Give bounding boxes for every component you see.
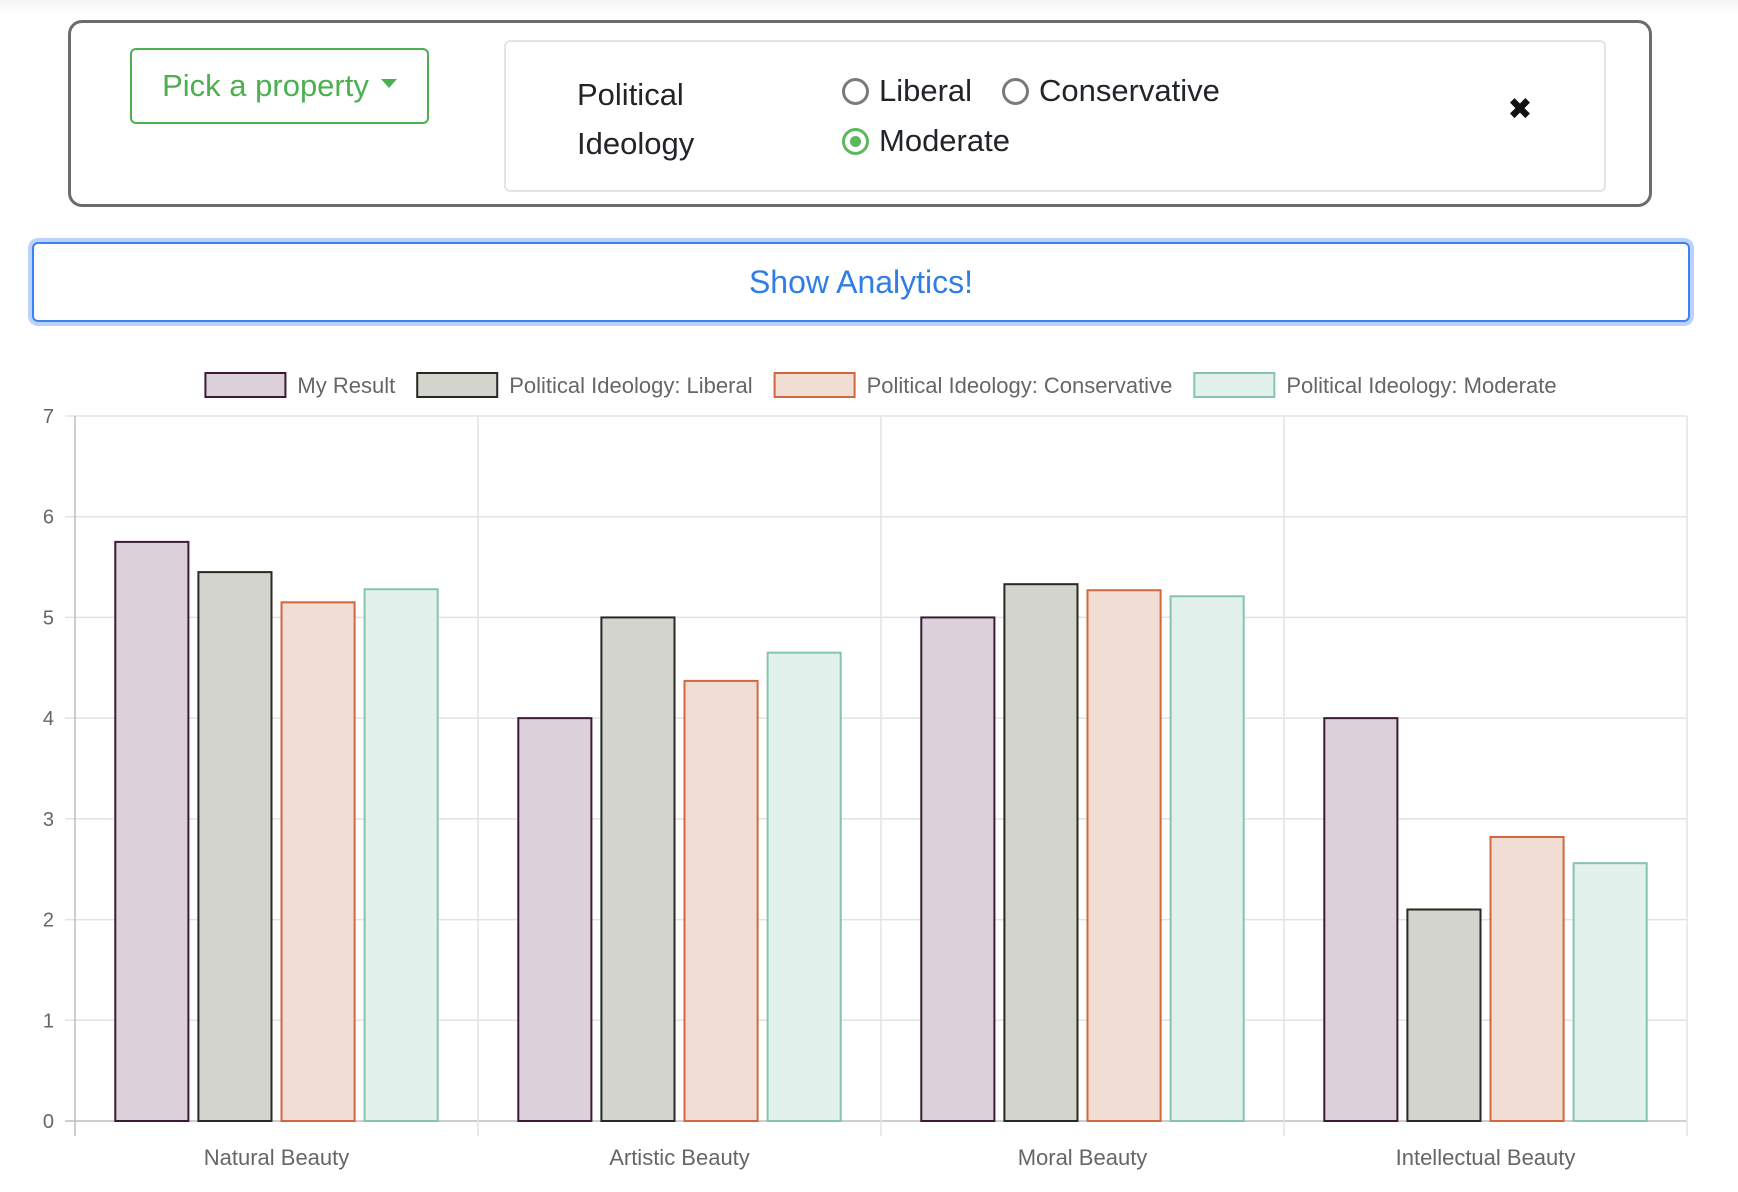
x-tick-label: Moral Beauty xyxy=(1018,1145,1148,1170)
y-tick-label: 3 xyxy=(43,809,54,831)
bar xyxy=(766,651,842,1122)
show-analytics-button[interactable]: Show Analytics! xyxy=(32,242,1690,322)
bar xyxy=(280,601,356,1123)
bar xyxy=(1086,589,1162,1122)
y-tick-label: 4 xyxy=(43,708,54,730)
x-tick-label: Natural Beauty xyxy=(204,1145,350,1170)
legend-swatch xyxy=(204,372,287,398)
radio-liberal-label: Liberal xyxy=(879,73,973,108)
bar xyxy=(517,717,593,1122)
x-tick-label: Intellectual Beauty xyxy=(1396,1145,1576,1170)
close-icon[interactable]: ✖ xyxy=(1507,93,1533,126)
pick-property-label: Pick a property xyxy=(162,68,369,103)
legend-label: My Result xyxy=(297,373,395,398)
legend-label: Political Ideology: Conservative xyxy=(867,373,1173,398)
property-label: Political Ideology xyxy=(577,77,695,161)
radio-moderate[interactable]: Moderate xyxy=(842,123,1010,159)
bar xyxy=(1572,862,1648,1122)
chart-svg: 0 1 2 3 4 5 6 7 Natural Beauty Artistic Beauty Mor… xyxy=(43,372,1688,1170)
radio-circle-icon[interactable] xyxy=(842,77,869,105)
bar xyxy=(363,588,439,1122)
legend-swatch xyxy=(416,372,499,398)
radio-liberal[interactable]: Liberal xyxy=(842,73,972,109)
legend-swatch xyxy=(773,372,856,398)
radio-conservative[interactable]: Conservative xyxy=(1002,73,1220,109)
bar xyxy=(1169,595,1245,1122)
y-tick-label: 7 xyxy=(43,406,54,428)
legend-swatch xyxy=(1193,372,1276,398)
radio-checked-icon[interactable] xyxy=(842,127,869,155)
bar xyxy=(1323,717,1399,1122)
pick-property-dropdown[interactable]: Pick a property xyxy=(130,48,429,124)
y-tick-label: 5 xyxy=(43,607,54,629)
bar xyxy=(114,540,190,1122)
bar-chart: 0 1 2 3 4 5 6 7 Natural Beauty Artistic Beauty Mor… xyxy=(0,355,1738,1192)
legend-label: Political Ideology: Liberal xyxy=(509,373,752,398)
property-card xyxy=(504,40,1606,192)
bar xyxy=(1406,908,1482,1122)
bar xyxy=(683,679,759,1122)
radio-circle-icon[interactable] xyxy=(1002,77,1029,105)
y-tick-label: 6 xyxy=(43,507,54,529)
bar xyxy=(1489,835,1565,1122)
legend-label: Political Ideology: Moderate xyxy=(1286,373,1556,398)
radio-conservative-label: Conservative xyxy=(1039,73,1220,108)
x-tick-label: Artistic Beauty xyxy=(609,1145,750,1170)
top-shade xyxy=(0,0,1738,14)
y-tick-label: 2 xyxy=(43,910,54,932)
radio-moderate-label: Moderate xyxy=(879,123,1010,158)
bar xyxy=(600,616,676,1122)
bar xyxy=(197,571,273,1123)
y-tick-label: 1 xyxy=(43,1010,54,1032)
bar xyxy=(1003,583,1079,1122)
bar xyxy=(920,616,996,1122)
y-tick-label: 0 xyxy=(43,1111,54,1133)
caret-down-icon xyxy=(380,78,397,88)
